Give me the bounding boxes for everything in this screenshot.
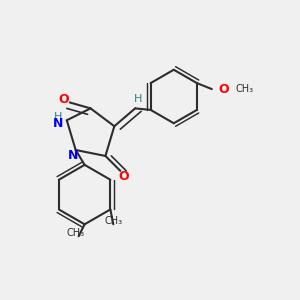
Text: CH₃: CH₃ xyxy=(236,84,254,94)
Text: N: N xyxy=(53,117,63,130)
Text: CH₃: CH₃ xyxy=(67,228,85,238)
Text: CH₃: CH₃ xyxy=(104,216,122,226)
Text: O: O xyxy=(58,93,69,106)
Text: O: O xyxy=(118,170,129,183)
Text: H: H xyxy=(134,94,142,104)
Text: O: O xyxy=(218,82,229,96)
Text: N: N xyxy=(68,149,78,162)
Text: H: H xyxy=(54,112,62,122)
